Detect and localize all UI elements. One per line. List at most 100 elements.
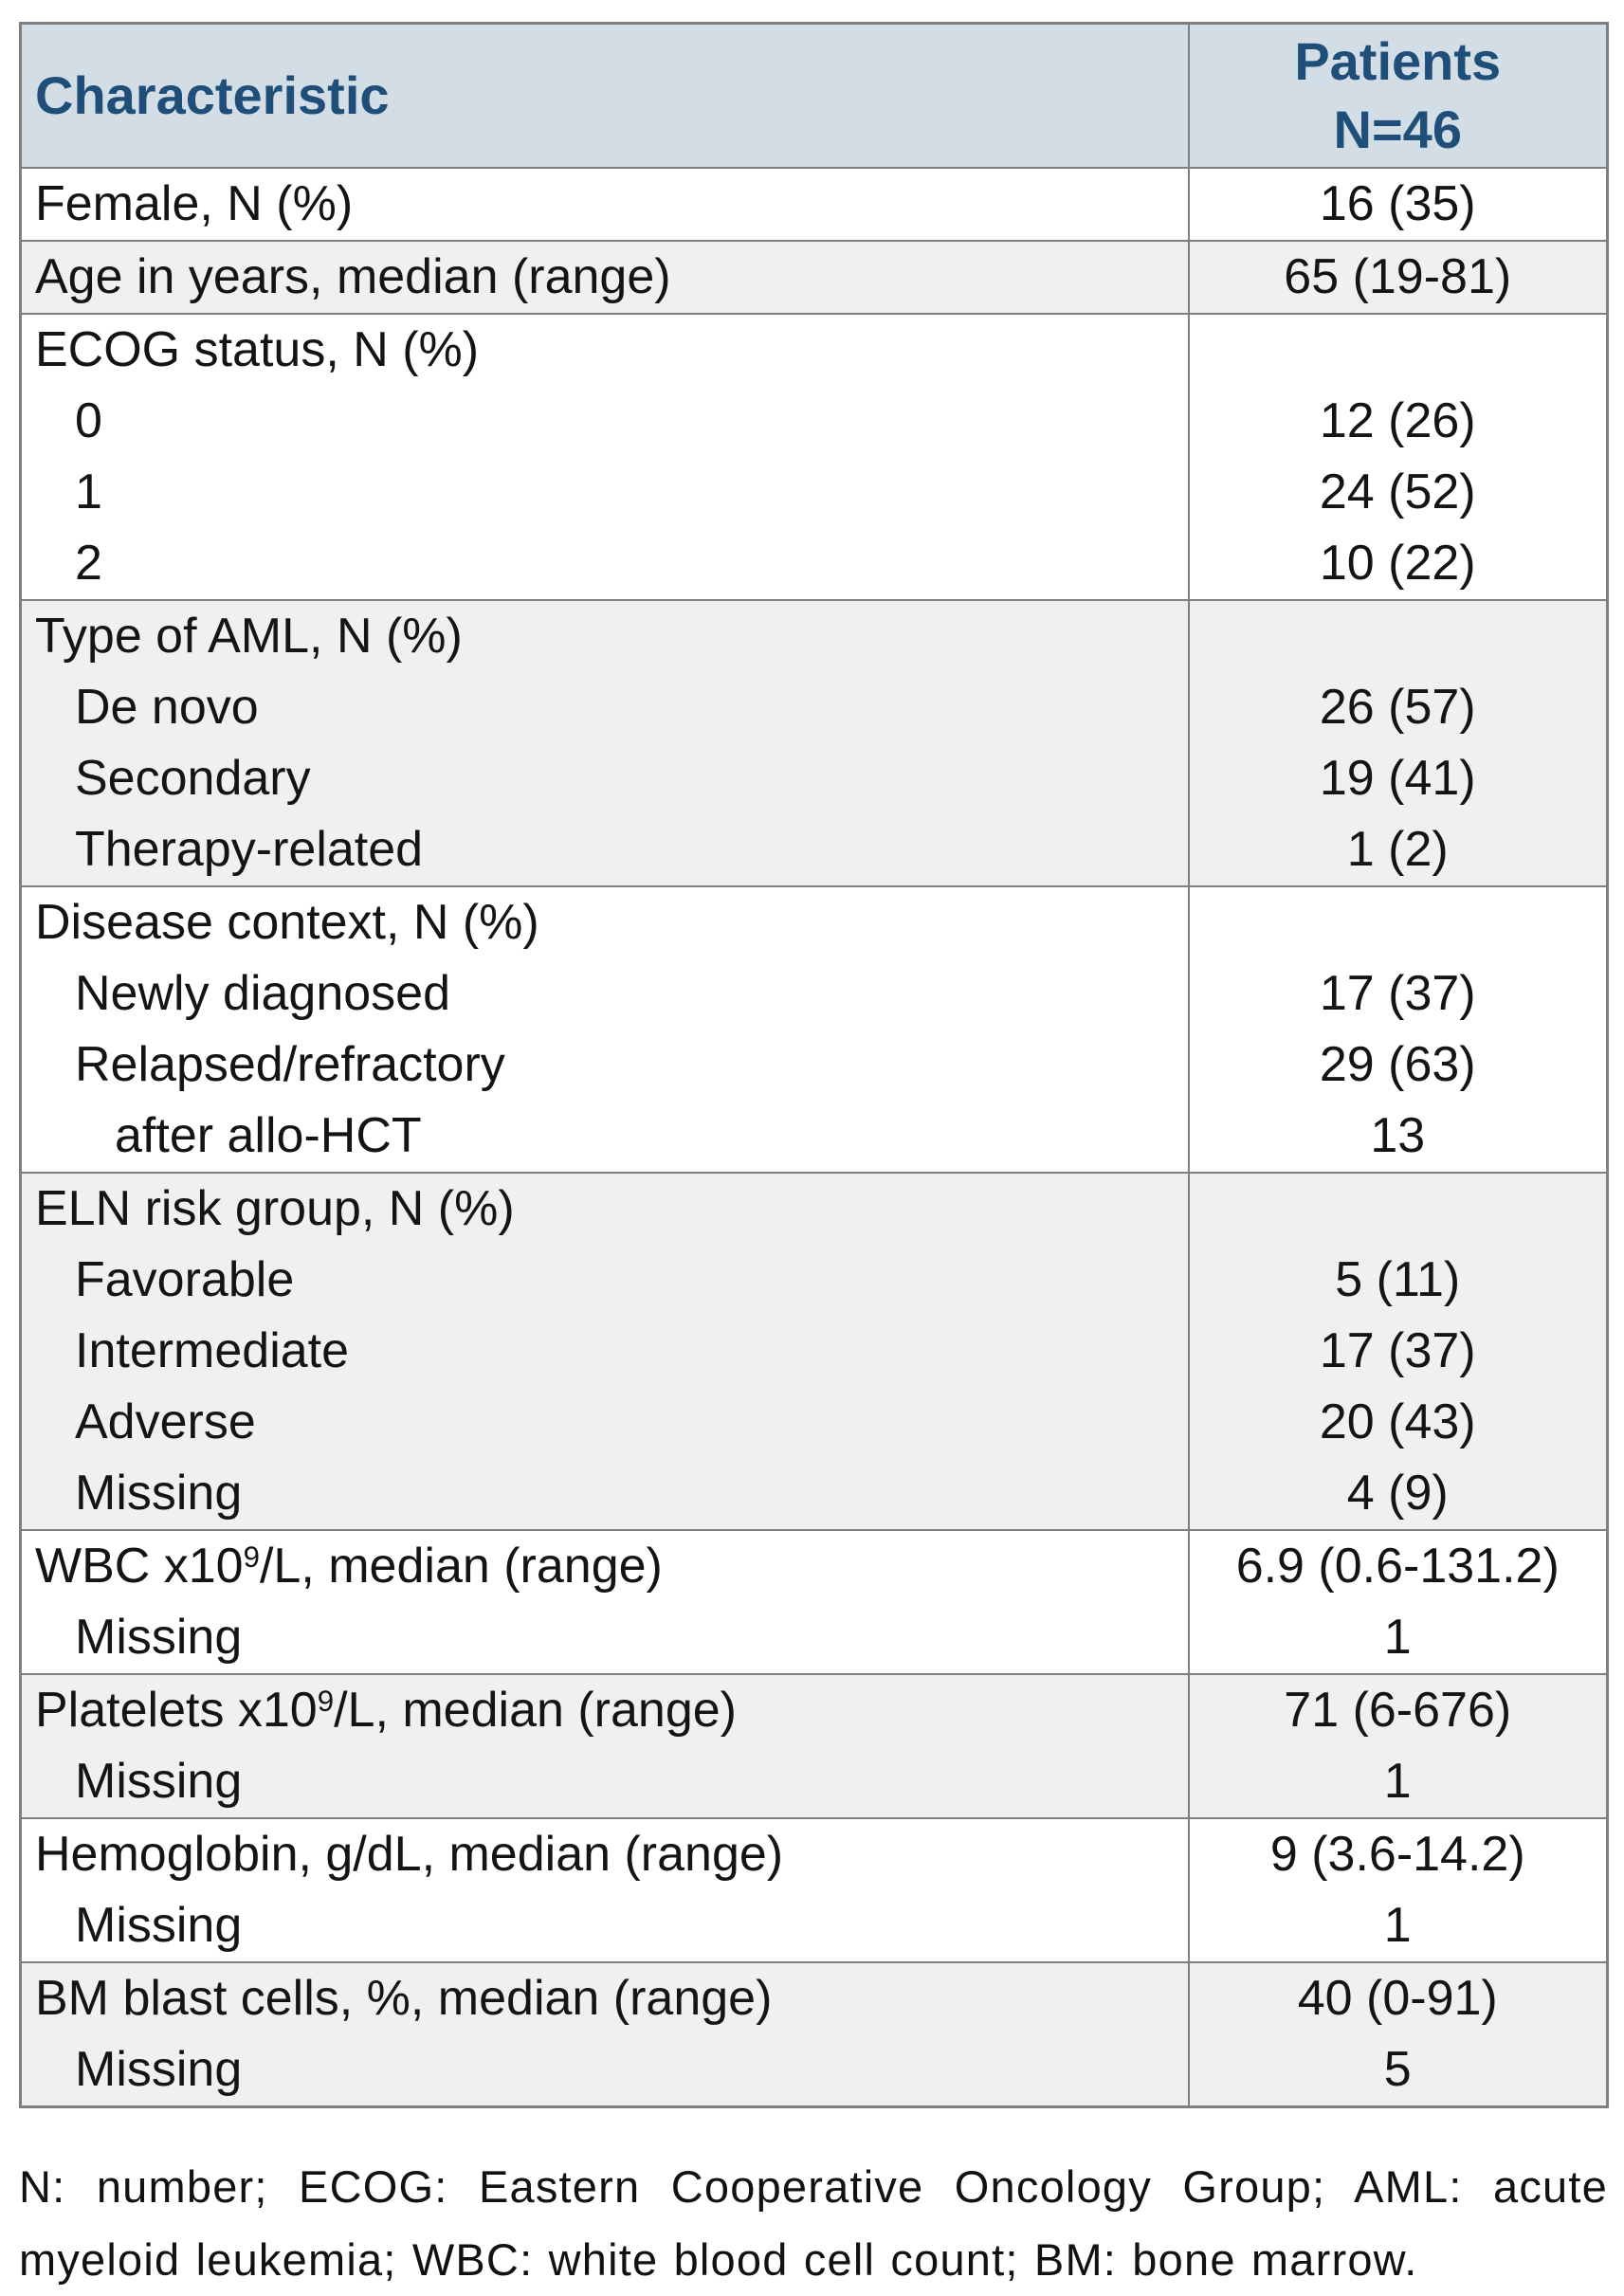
- label-text: Adverse: [75, 1394, 256, 1449]
- column-header-characteristic: Characteristic: [19, 22, 1190, 169]
- value-line: 1 (2): [1346, 821, 1449, 877]
- value-line: 10 (22): [1319, 535, 1476, 591]
- value-cell: 16 (35): [1187, 166, 1609, 242]
- characteristic-line: Missing: [22, 2034, 1188, 2105]
- characteristic-cell: Female, N (%): [19, 166, 1190, 242]
- value-line: 40 (0-91): [1297, 1970, 1498, 2026]
- characteristic-line: 1: [22, 457, 1188, 528]
- characteristic-line: WBC x109/L, median (range): [22, 1531, 1188, 1602]
- value-line: 6.9 (0.6-131.2): [1235, 1538, 1560, 1594]
- value-line: 19 (41): [1319, 750, 1476, 806]
- characteristic-line: ELN risk group, N (%): [22, 1174, 1188, 1245]
- characteristic-line: Missing: [22, 1746, 1188, 1817]
- label-text: after allo-HCT: [115, 1107, 422, 1163]
- section-row: Type of AML, N (%) De novo Secondary Therap…: [19, 598, 1609, 887]
- characteristic-line: Age in years, median (range): [22, 242, 1188, 313]
- label-text: Relapsed/refractory: [75, 1036, 505, 1092]
- characteristic-cell: BM blast cells, %, median (range) Missing: [19, 1960, 1190, 2107]
- label-text: /L, median (range): [259, 1538, 663, 1594]
- characteristic-line: Adverse: [22, 1387, 1188, 1458]
- value-cell: 40 (0-91) 5: [1187, 1960, 1609, 2107]
- header-row: Characteristic Patients N=46: [19, 22, 1609, 169]
- value-cell: 26 (57) 19 (41) 1 (2): [1187, 598, 1609, 887]
- value-line: 1: [1383, 1609, 1412, 1665]
- characteristic-line: Type of AML, N (%): [22, 601, 1188, 672]
- value-cell: 12 (26) 24 (52) 10 (22): [1187, 312, 1609, 601]
- label-text: 0: [75, 392, 102, 448]
- characteristic-line: Hemoglobin, g/dL, median (range): [22, 1819, 1188, 1890]
- section-row: Disease context, N (%) Newly diagnosed Rel…: [19, 884, 1609, 1174]
- characteristic-cell: Age in years, median (range): [19, 239, 1190, 315]
- column-header-patients: Patients N=46: [1187, 22, 1609, 169]
- characteristic-line: Disease context, N (%): [22, 887, 1188, 958]
- value-line: 1: [1383, 1897, 1412, 1953]
- label-text: BM blast cells, %, median (range): [35, 1970, 773, 2026]
- label-text: Type of AML, N (%): [35, 608, 463, 664]
- label-text: 2: [75, 535, 102, 591]
- value-line: 24 (52): [1319, 464, 1476, 519]
- section-row: ECOG status, N (%) 0 1 2 12 (26) 24 (52) 10 (…: [19, 312, 1609, 601]
- label-text: Therapy-related: [75, 821, 424, 877]
- section-row: ELN risk group, N (%) Favorable Intermedia…: [19, 1171, 1609, 1531]
- characteristic-line: Favorable: [22, 1245, 1188, 1316]
- characteristic-line: Missing: [22, 1458, 1188, 1529]
- value-line: 12 (26): [1319, 392, 1476, 448]
- value-line: 4 (9): [1346, 1465, 1449, 1521]
- superscript-exponent: 9: [243, 1540, 260, 1574]
- section-row: Age in years, median (range) 65 (19-81): [19, 239, 1609, 315]
- value-line: 13: [1370, 1107, 1426, 1163]
- characteristic-line: 0: [22, 386, 1188, 457]
- characteristic-line: Secondary: [22, 743, 1188, 814]
- characteristic-line: ECOG status, N (%): [22, 315, 1188, 386]
- characteristic-line: Newly diagnosed: [22, 958, 1188, 1030]
- value-line: [1190, 887, 1607, 958]
- value-line: 16 (35): [1319, 175, 1476, 231]
- section-row: Female, N (%) 16 (35): [19, 166, 1609, 242]
- label-text: Missing: [75, 2041, 243, 2097]
- characteristic-line: Platelets x109/L, median (range): [22, 1675, 1188, 1746]
- label-text: Missing: [75, 1753, 243, 1809]
- characteristic-line: Missing: [22, 1602, 1188, 1673]
- label-text: Missing: [75, 1609, 243, 1665]
- value-line: 17 (37): [1319, 965, 1476, 1021]
- value-line: 17 (37): [1319, 1322, 1476, 1378]
- label-text: Favorable: [75, 1251, 295, 1307]
- value-line: [1190, 601, 1607, 672]
- characteristic-line: Missing: [22, 1890, 1188, 1961]
- section-row: BM blast cells, %, median (range) Missing…: [19, 1960, 1609, 2107]
- label-text: Age in years, median (range): [35, 248, 671, 304]
- characteristic-line: Therapy-related: [22, 814, 1188, 885]
- patient-characteristics-table: Characteristic Patients N=46 Female, N (…: [19, 22, 1609, 2108]
- label-text: ECOG status, N (%): [35, 321, 480, 377]
- characteristic-line: Female, N (%): [22, 169, 1188, 240]
- patients-header-line1: Patients: [1294, 30, 1502, 91]
- label-text: Disease context, N (%): [35, 894, 539, 950]
- label-text: Female, N (%): [35, 175, 354, 231]
- value-cell: 17 (37) 29 (63) 13: [1187, 884, 1609, 1174]
- value-line: 5 (11): [1335, 1251, 1461, 1307]
- characteristic-cell: Type of AML, N (%) De novo Secondary Therap…: [19, 598, 1190, 887]
- label-text: Missing: [75, 1897, 243, 1953]
- label-text: ELN risk group, N (%): [35, 1180, 515, 1236]
- characteristic-line: BM blast cells, %, median (range): [22, 1963, 1188, 2034]
- value-cell: 9 (3.6-14.2) 1: [1187, 1816, 1609, 1963]
- section-row: Hemoglobin, g/dL, median (range) Missing 9…: [19, 1816, 1609, 1963]
- value-cell: 5 (11) 17 (37) 20 (43) 4 (9): [1187, 1171, 1609, 1531]
- value-cell: 65 (19-81): [1187, 239, 1609, 315]
- patients-header-line2: N=46: [1333, 99, 1462, 159]
- value-line: 9 (3.6-14.2): [1269, 1826, 1525, 1882]
- label-text: Missing: [75, 1465, 243, 1521]
- section-row: Platelets x109/L, median (range) Missing 7…: [19, 1672, 1609, 1819]
- characteristic-cell: Hemoglobin, g/dL, median (range) Missing: [19, 1816, 1190, 1963]
- label-text: Hemoglobin, g/dL, median (range): [35, 1826, 784, 1882]
- characteristic-line: Intermediate: [22, 1316, 1188, 1387]
- label-text: De novo: [75, 679, 259, 735]
- value-line: 20 (43): [1319, 1394, 1476, 1449]
- characteristic-cell: Disease context, N (%) Newly diagnosed Rel…: [19, 884, 1190, 1174]
- label-text: /L, median (range): [334, 1682, 737, 1738]
- value-line: 71 (6-676): [1284, 1682, 1512, 1738]
- value-line: 26 (57): [1319, 679, 1476, 735]
- characteristic-cell: WBC x109/L, median (range) Missing: [19, 1528, 1190, 1675]
- label-text: 1: [75, 464, 102, 519]
